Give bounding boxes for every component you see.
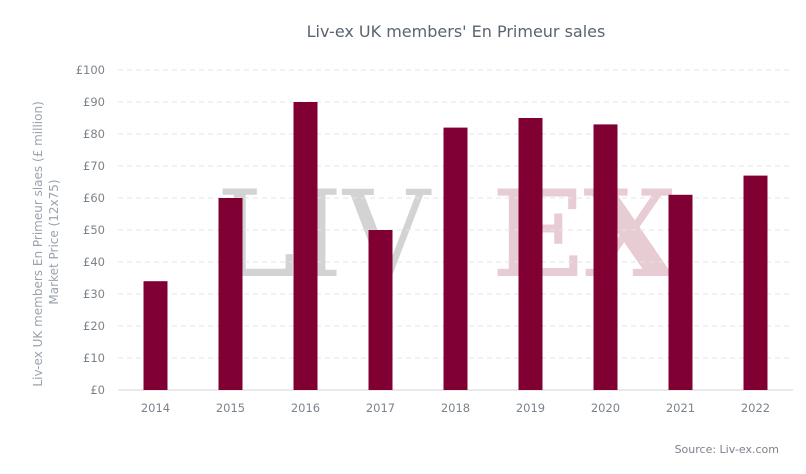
x-tick-label: 2018 xyxy=(441,401,470,415)
source-note: Source: Liv-ex.com xyxy=(675,443,779,456)
bar-series xyxy=(143,102,768,391)
x-tick-label: 2016 xyxy=(291,401,320,415)
y-tick-label: £100 xyxy=(76,63,105,77)
watermark-liv: LIV xyxy=(216,166,432,305)
bar-2016[interactable] xyxy=(293,102,318,390)
y-tick-label: £60 xyxy=(83,191,105,205)
x-tick-label: 2019 xyxy=(516,401,545,415)
x-axis-ticks: 2014 2015 2016 2017 2018 2019 2020 2021 2022 xyxy=(141,401,770,415)
y-tick-label: £50 xyxy=(83,223,105,237)
y-tick-label: £40 xyxy=(83,255,105,269)
y-tick-label: £90 xyxy=(83,95,105,109)
x-tick-label: 2014 xyxy=(141,401,170,415)
y-tick-label: £80 xyxy=(83,127,105,141)
bar-2018[interactable] xyxy=(443,127,468,390)
y-tick-label: £0 xyxy=(90,383,105,397)
bar-2014[interactable] xyxy=(143,281,168,390)
x-tick-label: 2021 xyxy=(666,401,695,415)
x-tick-label: 2015 xyxy=(216,401,245,415)
y-tick-label: £70 xyxy=(83,159,105,173)
y-tick-label: £30 xyxy=(83,287,105,301)
bar-2017[interactable] xyxy=(368,230,393,390)
x-tick-label: 2020 xyxy=(591,401,620,415)
chart-title: Liv-ex UK members' En Primeur sales xyxy=(307,22,606,41)
bar-2015[interactable] xyxy=(218,198,243,390)
y-tick-label: £20 xyxy=(83,319,105,333)
bar-2019[interactable] xyxy=(518,118,543,390)
y-axis-label-line-1: Liv-ex UK members En Primeur slaes (£ mi… xyxy=(31,101,45,386)
bar-2021[interactable] xyxy=(668,194,693,390)
bar-2022[interactable] xyxy=(743,175,768,390)
x-tick-label: 2022 xyxy=(741,401,770,415)
y-axis-label-line-2: Market Price (12x75) xyxy=(47,179,61,304)
bar-2020[interactable] xyxy=(593,124,618,391)
x-tick-label: 2017 xyxy=(366,401,395,415)
y-axis-ticks: £0 £10 £20 £30 £40 £50 £60 £70 £80 £90 £100 xyxy=(76,63,105,397)
y-tick-label: £10 xyxy=(83,351,105,365)
y-axis-label: Liv-ex UK members En Primeur slaes (£ mi… xyxy=(31,97,61,386)
